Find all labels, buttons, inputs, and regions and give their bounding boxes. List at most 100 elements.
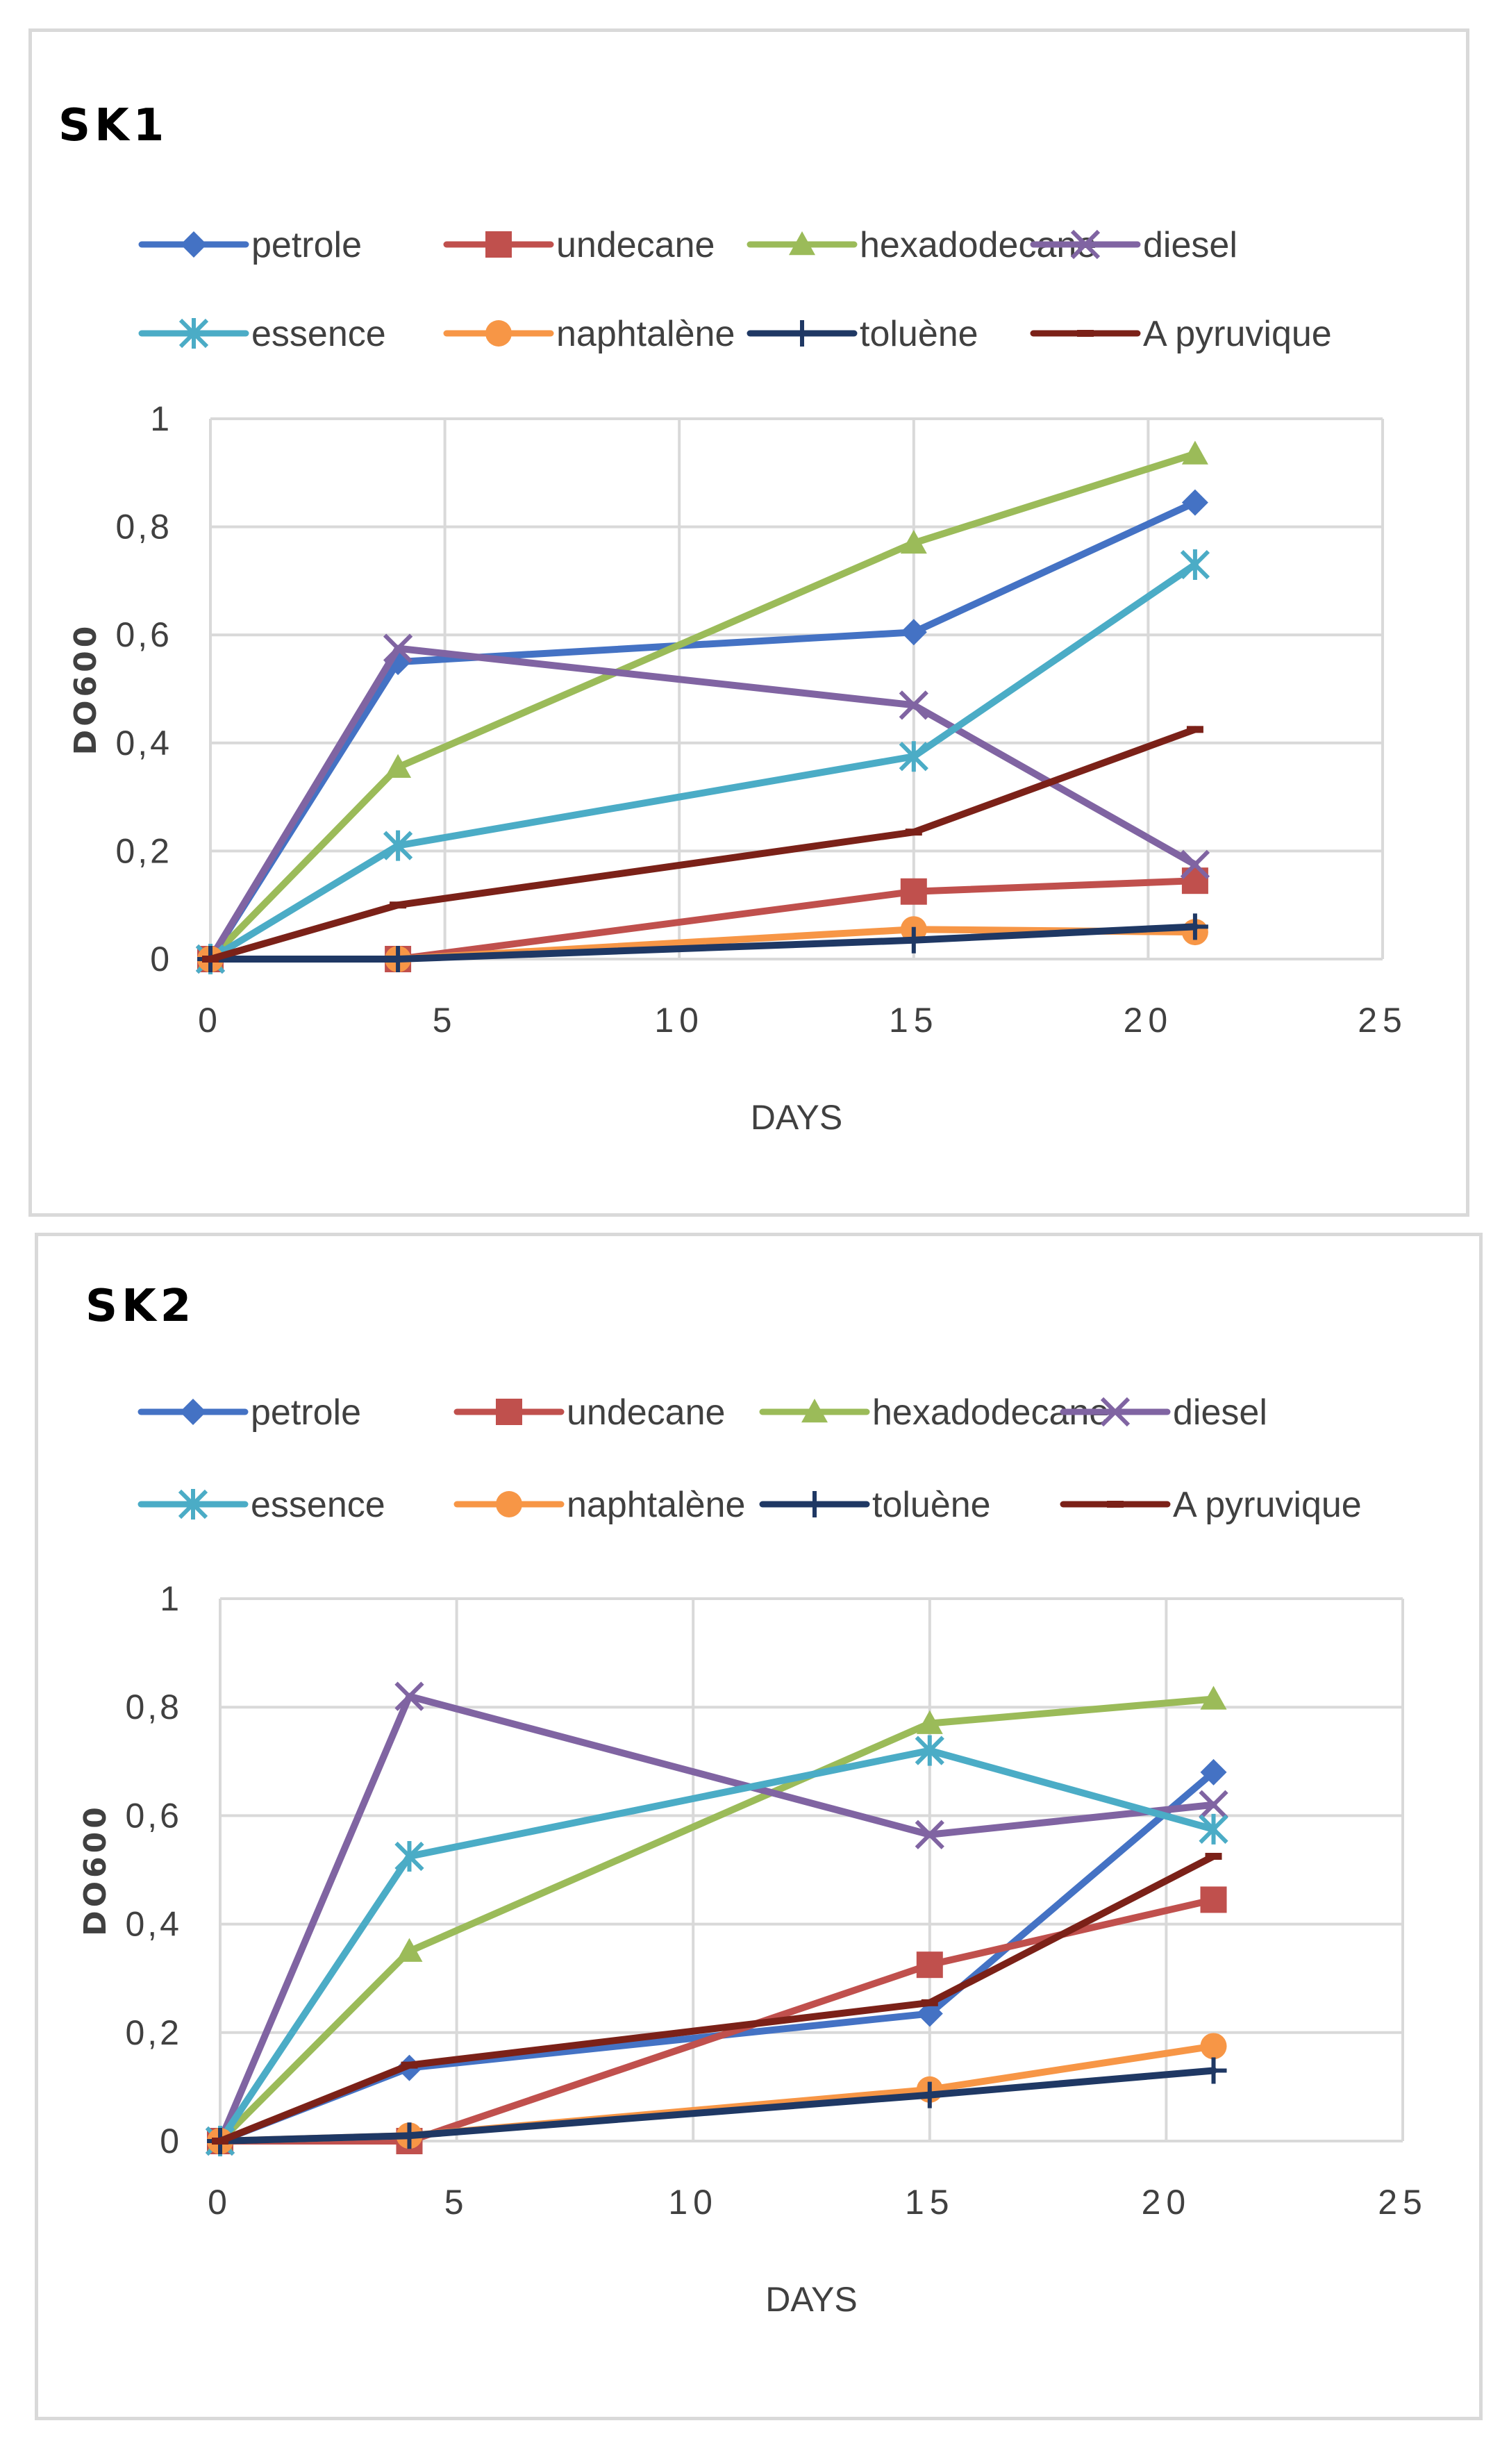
legend-entry: toluène	[759, 1485, 991, 1525]
y-tick-label: 0	[160, 2122, 182, 2161]
data-point	[401, 2061, 418, 2069]
legend-marker	[485, 231, 512, 258]
y-tick-label: 0	[150, 940, 172, 979]
legend-entry: essence	[138, 314, 386, 354]
data-point	[385, 946, 412, 972]
data-point	[921, 1999, 938, 2006]
x-tick-label: 15	[905, 2183, 955, 2222]
legend-marker	[178, 318, 209, 349]
legend-entry: naphtalène	[443, 314, 735, 354]
legend-label: petrole	[251, 225, 362, 265]
legend-marker	[789, 231, 815, 256]
data-point	[396, 1938, 423, 1962]
legend-entry: A pyruvique	[1030, 314, 1332, 354]
series-line	[217, 2067, 1217, 2145]
legend-entry: undecane	[443, 225, 715, 265]
x-tick-label: 25	[1358, 1001, 1408, 1040]
data-point	[1200, 1758, 1227, 1785]
legend-marker	[485, 320, 512, 347]
y-tick-label: 0,4	[125, 1905, 182, 1944]
data-point	[1181, 489, 1208, 516]
data-point	[916, 2000, 943, 2027]
data-point	[385, 754, 412, 779]
data-point	[900, 878, 927, 905]
x-tick-label: 0	[198, 1001, 223, 1040]
legend-marker	[496, 1399, 522, 1425]
legend-label: A pyruvique	[1143, 314, 1332, 354]
y-tick-label: 0,6	[115, 615, 172, 654]
x-tick-label: 10	[654, 1001, 704, 1040]
chart-svg-sk2: SK2 petrole undecane hexadodecane diesel esse…	[78, 1281, 1428, 2319]
legend-marker	[1100, 1397, 1131, 1427]
data-point	[1181, 913, 1208, 940]
legend-label: naphtalène	[567, 1485, 745, 1525]
legend-entry: toluène	[747, 314, 978, 354]
legend-label: A pyruvique	[1173, 1485, 1362, 1525]
legend-label: essence	[251, 1485, 385, 1525]
series-group	[205, 1735, 1228, 2156]
data-point	[390, 901, 407, 909]
series-group	[197, 440, 1208, 970]
y-tick-label: 0,8	[125, 1688, 182, 1726]
data-point	[1200, 2057, 1227, 2084]
series-line	[207, 644, 1199, 963]
chart-panel-sk1: SK1 petrole undecane hexadodecane diesel esse…	[28, 28, 1469, 1217]
y-axis-title: DO600	[78, 1804, 113, 1936]
legend-label: naphtalène	[556, 314, 735, 354]
legend-label: essence	[251, 314, 386, 354]
x-tick-label: 20	[1142, 2183, 1192, 2222]
data-point	[1200, 1886, 1227, 1913]
data-point	[383, 633, 413, 663]
y-axis-title: DO600	[68, 623, 103, 756]
data-point	[916, 1951, 943, 1979]
x-tick-label: 25	[1378, 2183, 1428, 2222]
legend-entry: essence	[137, 1485, 385, 1525]
y-tick-label: 0,6	[125, 1796, 182, 1835]
data-point	[905, 829, 922, 836]
data-point	[915, 1820, 944, 1849]
series-line	[207, 726, 1199, 963]
series-line	[207, 499, 1199, 963]
series-group	[207, 2057, 1227, 2154]
legend-marker	[178, 1489, 208, 1520]
legend-label: diesel	[1143, 225, 1237, 265]
legend-entry: hexadodecane	[759, 1392, 1109, 1433]
data-point	[396, 2122, 423, 2149]
legend-label: petrole	[251, 1392, 361, 1433]
x-axis-title: DAYS	[765, 2280, 857, 2319]
legend-entry: A pyruvique	[1060, 1485, 1362, 1525]
series-group	[195, 633, 1210, 974]
data-point	[1200, 2033, 1227, 2060]
legend-label: undecane	[556, 225, 715, 265]
legend-entry: diesel	[1060, 1392, 1267, 1433]
legend-entry: petrole	[138, 225, 362, 265]
data-point	[1199, 1813, 1228, 1845]
chart-panel-sk2: SK2 petrole undecane hexadodecane diesel esse…	[35, 1233, 1483, 2420]
x-tick-label: 0	[208, 2183, 233, 2222]
data-point	[1181, 440, 1208, 465]
y-tick-label: 0,8	[115, 508, 172, 547]
x-tick-label: 10	[668, 2183, 718, 2222]
legend-label: undecane	[567, 1392, 725, 1433]
data-point	[1199, 1790, 1228, 1820]
data-point	[1205, 1852, 1222, 1860]
legend-label: toluène	[860, 314, 978, 354]
series-group	[212, 1852, 1222, 2145]
x-axis-title: DAYS	[751, 1098, 842, 1137]
data-point	[212, 2138, 228, 2145]
legend-entry: diesel	[1030, 225, 1237, 265]
series-group	[195, 549, 1210, 974]
legend-marker	[1107, 1501, 1124, 1508]
legend-marker	[181, 231, 207, 258]
x-tick-label: 20	[1124, 1001, 1174, 1040]
data-point	[394, 1840, 424, 1872]
legend-marker	[801, 1491, 828, 1517]
legend-marker	[801, 1399, 828, 1423]
legend-label: diesel	[1173, 1392, 1267, 1433]
y-tick-label: 1	[160, 1579, 182, 1618]
y-tick-label: 0,2	[125, 2013, 182, 2052]
series-line	[217, 1852, 1217, 2145]
series-line	[207, 561, 1199, 963]
chart-title: SK1	[58, 100, 168, 151]
